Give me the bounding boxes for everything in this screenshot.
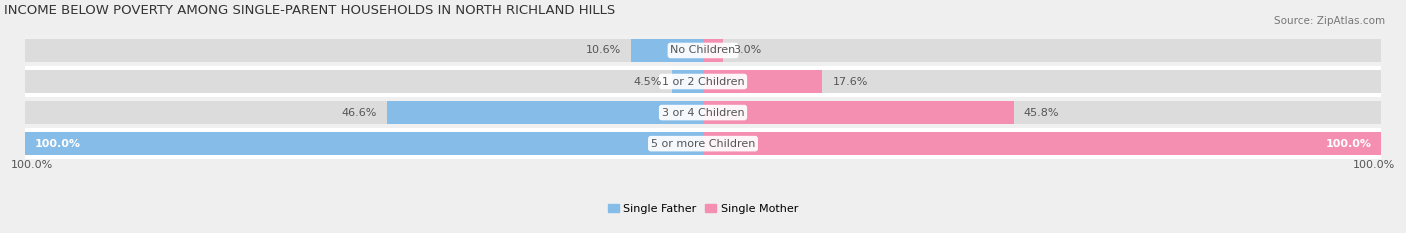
Bar	[24, 132, 703, 155]
Bar	[24, 39, 703, 62]
Text: 17.6%: 17.6%	[832, 76, 868, 86]
Text: 46.6%: 46.6%	[342, 108, 377, 118]
Text: 10.6%: 10.6%	[586, 45, 621, 55]
Bar	[703, 101, 1014, 124]
Bar	[24, 101, 703, 124]
Text: No Children: No Children	[671, 45, 735, 55]
Bar	[24, 35, 1382, 66]
Bar	[703, 39, 723, 62]
Bar	[703, 70, 1382, 93]
Text: 100.0%: 100.0%	[1326, 139, 1371, 149]
Bar	[24, 97, 1382, 128]
Legend: Single Father, Single Mother: Single Father, Single Mother	[603, 199, 803, 218]
Bar	[703, 101, 1382, 124]
Text: 45.8%: 45.8%	[1024, 108, 1059, 118]
Text: 100.0%: 100.0%	[1353, 160, 1395, 170]
Bar	[631, 39, 703, 62]
Bar	[24, 66, 1382, 97]
Text: 3 or 4 Children: 3 or 4 Children	[662, 108, 744, 118]
Text: 4.5%: 4.5%	[634, 76, 662, 86]
Bar	[24, 132, 703, 155]
Bar	[24, 70, 703, 93]
Bar	[387, 101, 703, 124]
Text: 100.0%: 100.0%	[35, 139, 80, 149]
Bar	[703, 70, 823, 93]
Bar	[703, 39, 1382, 62]
Text: 100.0%: 100.0%	[11, 160, 53, 170]
Text: 5 or more Children: 5 or more Children	[651, 139, 755, 149]
Bar	[703, 132, 1382, 155]
Text: 3.0%: 3.0%	[734, 45, 762, 55]
Text: INCOME BELOW POVERTY AMONG SINGLE-PARENT HOUSEHOLDS IN NORTH RICHLAND HILLS: INCOME BELOW POVERTY AMONG SINGLE-PARENT…	[4, 4, 616, 17]
Bar	[672, 70, 703, 93]
Text: 1 or 2 Children: 1 or 2 Children	[662, 76, 744, 86]
Bar	[703, 132, 1382, 155]
Text: Source: ZipAtlas.com: Source: ZipAtlas.com	[1274, 16, 1385, 26]
Bar	[24, 128, 1382, 159]
